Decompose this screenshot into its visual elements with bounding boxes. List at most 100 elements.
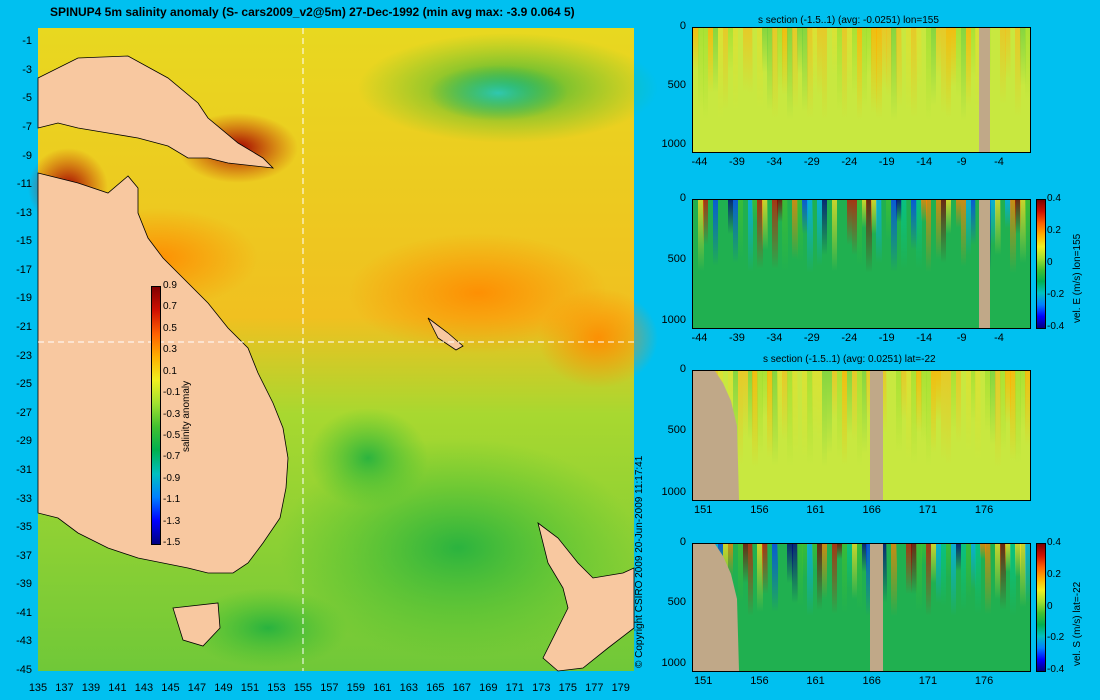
field-stripe	[821, 544, 828, 599]
field-stripe	[836, 371, 843, 459]
section-3-x-tick: 171	[918, 504, 938, 516]
section-panel-1	[692, 27, 1031, 153]
section-1-x-tick: -29	[803, 156, 820, 168]
map-y-tick: -43	[16, 635, 32, 648]
field-stripe	[906, 544, 912, 594]
field-stripe	[881, 544, 887, 603]
map-y-tick: -35	[16, 521, 32, 534]
field-stripe	[806, 371, 813, 466]
field-stripe	[955, 28, 962, 99]
land-australia	[37, 172, 289, 574]
map-y-tick: -25	[16, 378, 32, 391]
section-4-y-tick: 1000	[661, 656, 686, 669]
field-stripe	[841, 200, 848, 271]
field-stripe	[856, 200, 863, 267]
field-stripe	[851, 544, 858, 599]
section-2-x-tick: -4	[994, 332, 1004, 344]
field-stripe	[816, 28, 823, 96]
field-stripe	[777, 28, 783, 92]
section-1-x-tick: -19	[878, 156, 895, 168]
field-stripe	[732, 544, 739, 607]
section-panel-4	[692, 543, 1031, 672]
salinity-colorbar-tick: -0.5	[163, 429, 181, 441]
field-stripe	[787, 28, 793, 121]
field-stripe	[821, 28, 828, 121]
field-stripe	[816, 544, 823, 610]
salinity-colorbar-tick: 0.3	[163, 344, 177, 356]
map-y-tick: -17	[16, 263, 32, 276]
field-stripe	[916, 28, 922, 88]
field-stripe	[802, 28, 808, 112]
field-stripe	[930, 371, 937, 453]
field-stripe	[955, 371, 962, 445]
field-stripe	[1025, 544, 1030, 603]
field-stripe	[920, 371, 927, 444]
field-stripe	[1005, 28, 1011, 79]
map-x-tick: 163	[399, 682, 419, 694]
velocity-colorbar-label: vel. S (m/s) lat=-22	[1072, 581, 1083, 666]
copyright-text: © Copyright CSIRO 2009 20-Jun-2009 11:17…	[634, 455, 645, 668]
field-stripe	[737, 371, 744, 467]
section-1-x-tick: -34	[766, 156, 783, 168]
field-stripe	[901, 200, 907, 269]
field-stripe	[792, 371, 798, 455]
field-stripe	[955, 544, 962, 572]
salinity-colorbar-tick: -1.3	[163, 515, 181, 527]
section-2-x-tick: -9	[956, 332, 967, 344]
field-stripe	[777, 544, 783, 566]
field-stripe	[802, 371, 808, 459]
field-stripe	[975, 371, 982, 461]
field-stripe	[925, 371, 932, 468]
section-3-x-tick: 161	[806, 504, 825, 516]
field-stripe	[970, 28, 977, 79]
section-1-x-tick: -4	[994, 156, 1004, 168]
field-stripe	[1010, 28, 1016, 115]
map-x-tick: 145	[161, 682, 180, 694]
field-stripe	[797, 28, 803, 74]
field-stripe	[727, 544, 734, 578]
field-stripe	[940, 544, 947, 607]
map-y-tick: -27	[16, 406, 32, 419]
field-stripe	[757, 200, 763, 269]
field-stripe	[861, 28, 868, 108]
field-stripe	[742, 371, 749, 438]
field-stripe	[742, 544, 749, 584]
field-stripe	[980, 371, 986, 465]
field-stripe	[846, 28, 853, 90]
field-stripe	[911, 28, 917, 119]
field-stripe	[995, 371, 1001, 468]
land-new-zealand	[537, 522, 635, 672]
field-stripe	[980, 544, 986, 560]
field-stripe	[901, 371, 907, 422]
section-4-x-tick: 161	[806, 675, 825, 687]
section-2-y-tick: 500	[667, 252, 686, 265]
field-stripe	[975, 200, 982, 271]
map-y-tick: -11	[16, 178, 32, 191]
velocity-colorbar-tick: 0	[1047, 257, 1053, 268]
field-stripe	[767, 28, 773, 112]
section-1-y-tick: 500	[667, 79, 686, 92]
section-panel-2	[692, 199, 1031, 329]
field-stripe	[940, 200, 947, 263]
field-stripe	[945, 371, 952, 465]
field-stripe	[881, 200, 887, 260]
field-stripe	[831, 28, 838, 75]
field-stripe	[925, 28, 932, 121]
section-2-y-tick: 0	[679, 192, 686, 204]
section-1-x-tick: -14	[916, 156, 933, 168]
section-4-x-tick: 166	[862, 675, 881, 687]
field-stripe	[1015, 371, 1021, 465]
salinity-map	[28, 28, 658, 672]
field-stripe	[782, 371, 788, 441]
field-stripe	[990, 28, 996, 100]
field-stripe	[891, 371, 897, 468]
section-4-y-tick: 0	[679, 536, 686, 548]
field-stripe	[697, 28, 704, 111]
map-y-tick: -45	[16, 664, 32, 676]
field-stripe	[831, 544, 838, 615]
field-stripe	[767, 200, 773, 251]
map-y-tick: -19	[16, 292, 32, 305]
field-stripe	[811, 371, 818, 436]
field-stripe	[950, 200, 957, 273]
field-stripe	[722, 200, 729, 273]
